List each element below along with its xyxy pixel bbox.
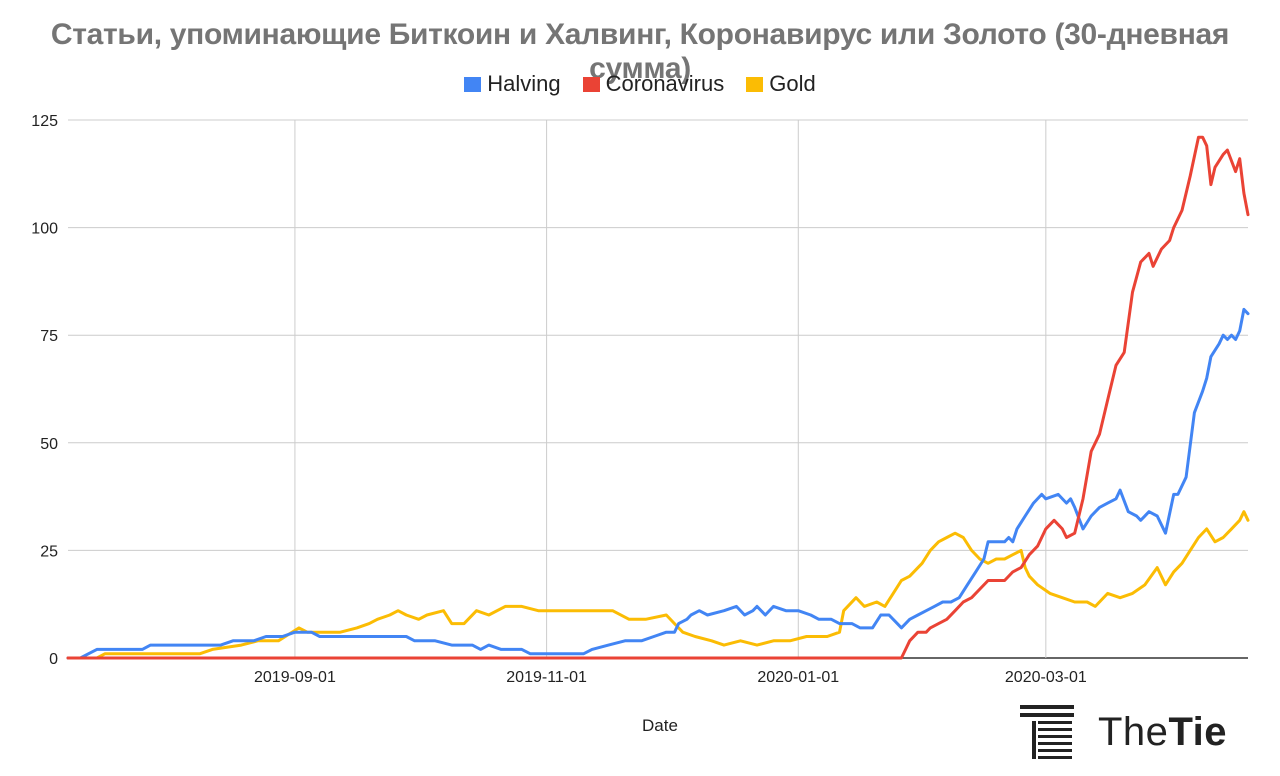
y-tick-label: 100 [31, 221, 58, 238]
legend-label: Halving [487, 71, 561, 96]
x-axis-title: Date [642, 716, 678, 735]
thetie-logo: TheTie [1018, 702, 1258, 762]
legend-label: Coronavirus [605, 71, 725, 96]
chart-title: Статьи, упоминающие Биткоин и Халвинг, К… [50, 18, 1230, 85]
legend-swatch [582, 76, 600, 92]
legend-item-gold: Gold [746, 71, 816, 97]
legend-swatch [464, 76, 482, 92]
series-line-halving [66, 307, 1250, 660]
y-tick-label: 50 [40, 436, 58, 453]
y-tick-label: 125 [31, 113, 58, 130]
legend-item-halving: Halving [464, 71, 561, 97]
thetie-logo-icon [1020, 705, 1074, 759]
x-tick-label: 2020-01-01 [757, 669, 839, 686]
y-tick-label: 0 [49, 651, 58, 668]
series-line-coronavirus [66, 135, 1250, 660]
y-tick-label: 25 [40, 543, 58, 560]
legend-label: Gold [769, 71, 816, 96]
series-line-gold [66, 510, 1250, 660]
thetie-logo-text: TheTie [1098, 710, 1227, 755]
legend-swatch [746, 76, 764, 92]
logo-text-light: The [1098, 709, 1169, 754]
x-tick-label: 2019-09-01 [254, 669, 336, 686]
y-tick-label: 75 [40, 328, 58, 345]
logo-text-bold: Tie [1168, 709, 1228, 754]
x-tick-label: 2020-03-01 [1005, 669, 1087, 686]
legend-item-coronavirus: Coronavirus [582, 71, 725, 97]
legend: Halving Coronavirus Gold [0, 71, 1280, 97]
x-tick-label: 2019-11-01 [506, 669, 587, 686]
